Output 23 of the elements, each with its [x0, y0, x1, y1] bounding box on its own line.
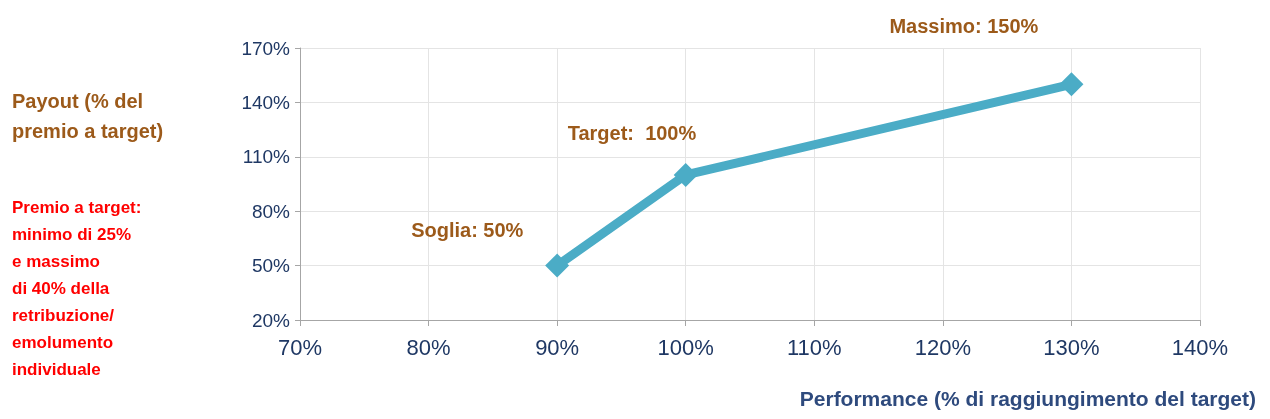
- x-tick-label: 90%: [535, 334, 580, 360]
- text: Premio a target: minimo di 25% e massimo di 40% della retribuzione/ emolumento individuale: [12, 198, 142, 379]
- point: [1059, 72, 1084, 97]
- point: [545, 253, 570, 278]
- y-tick-label: 170%: [241, 37, 291, 59]
- x-tick-label: 130%: [1043, 334, 1100, 360]
- annotation: Target: 100%: [567, 121, 697, 144]
- point: [673, 162, 698, 187]
- x-tick-label: 140%: [1171, 334, 1229, 360]
- y-tick-label: 20%: [251, 309, 291, 331]
- y-tick-label: 80%: [251, 200, 291, 222]
- y-tick-label: 50%: [251, 255, 291, 277]
- x-tick-label: 110%: [786, 334, 842, 360]
- annotation: Massimo: 150%: [889, 15, 1039, 38]
- x-tick-label: 80%: [406, 334, 451, 360]
- x-axis-title: Performance (% di raggiungimento del target): [799, 387, 1257, 410]
- x-tick-label: 70%: [277, 334, 323, 360]
- annotation: Soglia: 50%: [411, 218, 524, 241]
- x-tick-label: 120%: [914, 334, 971, 360]
- y-axis-title: Payout (% del premio a target): [12, 90, 164, 142]
- y-tick-label: 110%: [242, 146, 291, 168]
- x-tick-label: 100%: [657, 334, 714, 360]
- y-tick-label: 140%: [241, 91, 291, 113]
